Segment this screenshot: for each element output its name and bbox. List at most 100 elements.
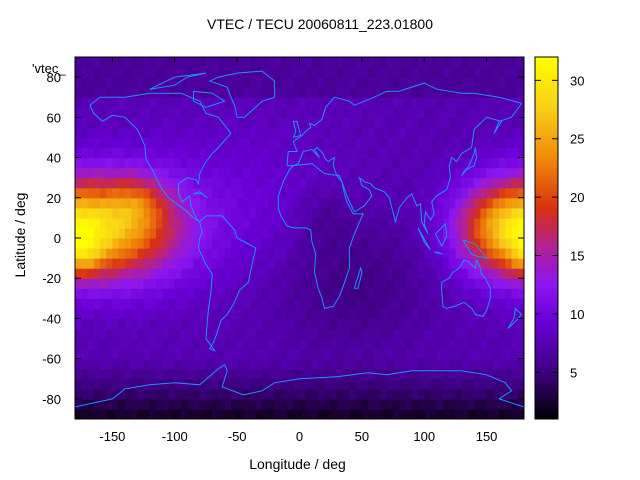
- heatmap-cell: [430, 388, 438, 400]
- heatmap-cell: [274, 167, 282, 179]
- heatmap-cell: [368, 378, 375, 390]
- heatmap-cell: [237, 278, 244, 289]
- heatmap-cell: [218, 217, 226, 229]
- heatmap-cell: [274, 217, 282, 229]
- heatmap-cell: [112, 197, 120, 209]
- heatmap-cell: [237, 187, 244, 199]
- heatmap-cell: [349, 57, 357, 68]
- heatmap-cell: [386, 268, 394, 279]
- heatmap-cell: [442, 268, 450, 279]
- heatmap-cell: [237, 408, 244, 419]
- heatmap-cell: [287, 97, 294, 108]
- heatmap-cell: [118, 348, 126, 360]
- heatmap-cell: [455, 238, 463, 249]
- heatmap-cell: [455, 137, 463, 149]
- heatmap-cell: [386, 97, 394, 108]
- heatmap-cell: [368, 127, 375, 139]
- heatmap-cell: [75, 147, 82, 159]
- heatmap-cell: [268, 328, 276, 340]
- heatmap-cell: [193, 258, 201, 269]
- heatmap-cell: [480, 187, 488, 199]
- heatmap-cell: [168, 147, 176, 159]
- heatmap-cell: [486, 378, 494, 390]
- heatmap-cell: [380, 137, 388, 149]
- heatmap-cell: [156, 87, 163, 98]
- heatmap-cell: [205, 258, 213, 269]
- heatmap-cell: [305, 398, 313, 410]
- heatmap-cell: [330, 57, 338, 68]
- heatmap-cell: [299, 127, 307, 139]
- heatmap-cell: [324, 97, 332, 108]
- heatmap-cell: [393, 227, 400, 239]
- heatmap-cell: [218, 238, 226, 249]
- heatmap-cell: [255, 217, 263, 229]
- heatmap-cell: [430, 137, 438, 149]
- heatmap-cell: [293, 368, 301, 380]
- heatmap-cell: [181, 67, 188, 78]
- heatmap-cell: [324, 177, 332, 189]
- heatmap-cell: [430, 117, 438, 128]
- heatmap-cell: [405, 288, 413, 299]
- heatmap-cell: [336, 308, 344, 320]
- heatmap-cell: [81, 167, 89, 179]
- heatmap-cell: [386, 147, 394, 159]
- heatmap-cell: [106, 298, 114, 309]
- heatmap-cell: [436, 358, 444, 370]
- heatmap-cell: [330, 288, 338, 299]
- heatmap-cell: [411, 358, 419, 370]
- heatmap-cell: [461, 358, 469, 370]
- heatmap-cell: [343, 398, 350, 410]
- heatmap-cell: [224, 328, 232, 340]
- heatmap-cell: [218, 268, 226, 279]
- heatmap-cell: [237, 147, 244, 159]
- heatmap-cell: [137, 248, 145, 259]
- heatmap-cell: [199, 207, 207, 219]
- heatmap-cell: [480, 217, 488, 229]
- heatmap-cell: [193, 398, 201, 410]
- heatmap-cell: [112, 117, 120, 128]
- heatmap-cell: [380, 378, 388, 390]
- heatmap-cell: [511, 57, 519, 68]
- heatmap-cell: [455, 227, 463, 239]
- heatmap-cell: [436, 137, 444, 149]
- heatmap-cell: [287, 288, 294, 299]
- heatmap-cell: [424, 308, 432, 320]
- heatmap-cell: [249, 248, 257, 259]
- heatmap-cell: [336, 157, 344, 169]
- heatmap-cell: [305, 288, 313, 299]
- heatmap-cell: [218, 147, 226, 159]
- heatmap-cell: [368, 288, 375, 299]
- heatmap-cell: [187, 137, 195, 149]
- heatmap-cell: [81, 248, 89, 259]
- heatmap-cell: [249, 227, 257, 239]
- heatmap-cell: [118, 187, 126, 199]
- heatmap-cell: [87, 338, 95, 350]
- heatmap-cell: [243, 137, 251, 149]
- heatmap-cell: [505, 348, 513, 360]
- heatmap-cell: [143, 207, 151, 219]
- heatmap-cell: [474, 278, 481, 289]
- heatmap-cell: [486, 298, 494, 309]
- heatmap-cell: [93, 288, 101, 299]
- heatmap-cell: [486, 187, 494, 199]
- heatmap-cell: [343, 238, 350, 249]
- heatmap-cell: [255, 368, 263, 380]
- heatmap-cell: [131, 408, 138, 419]
- heatmap-cell: [393, 408, 400, 419]
- heatmap-cell: [243, 197, 251, 209]
- heatmap-cell: [93, 67, 101, 78]
- heatmap-cell: [455, 167, 463, 179]
- heatmap-cell: [336, 248, 344, 259]
- heatmap-cell: [174, 227, 182, 239]
- heatmap-cell: [230, 408, 238, 419]
- heatmap-cell: [181, 127, 188, 139]
- heatmap-cell: [517, 378, 524, 390]
- heatmap-cell: [386, 157, 394, 169]
- heatmap-cell: [280, 127, 288, 139]
- heatmap-cell: [449, 298, 457, 309]
- heatmap-cell: [230, 238, 238, 249]
- heatmap-cell: [112, 87, 120, 98]
- heatmap-cell: [361, 187, 369, 199]
- heatmap-cell: [492, 368, 500, 380]
- heatmap-cell: [430, 288, 438, 299]
